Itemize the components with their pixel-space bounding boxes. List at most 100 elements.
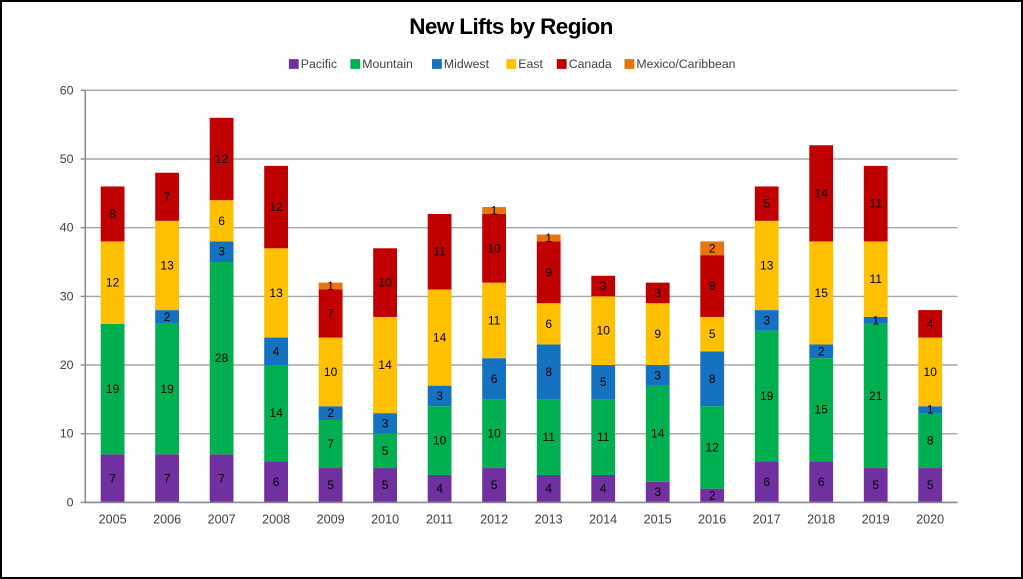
svg-text:13: 13 <box>160 259 174 273</box>
svg-text:10: 10 <box>924 365 938 379</box>
svg-text:2017: 2017 <box>753 513 781 527</box>
svg-text:Midwest: Midwest <box>444 57 490 71</box>
svg-text:15: 15 <box>815 286 829 300</box>
svg-text:2014: 2014 <box>589 513 617 527</box>
svg-text:5: 5 <box>491 478 498 492</box>
svg-text:5: 5 <box>872 478 879 492</box>
svg-text:1: 1 <box>872 313 879 327</box>
svg-text:7: 7 <box>327 437 334 451</box>
svg-text:19: 19 <box>160 382 174 396</box>
svg-text:14: 14 <box>651 427 665 441</box>
svg-text:2019: 2019 <box>862 513 890 527</box>
svg-text:2012: 2012 <box>480 513 508 527</box>
svg-text:1: 1 <box>927 403 934 417</box>
svg-text:21: 21 <box>869 389 883 403</box>
svg-text:12: 12 <box>706 441 720 455</box>
svg-text:2005: 2005 <box>99 513 127 527</box>
svg-text:7: 7 <box>164 471 171 485</box>
svg-text:5: 5 <box>763 197 770 211</box>
svg-text:10: 10 <box>378 276 392 290</box>
svg-text:5: 5 <box>927 478 934 492</box>
svg-text:2: 2 <box>818 344 825 358</box>
svg-text:14: 14 <box>269 406 283 420</box>
svg-text:6: 6 <box>273 475 280 489</box>
svg-text:7: 7 <box>164 190 171 204</box>
svg-text:2018: 2018 <box>807 513 835 527</box>
svg-text:7: 7 <box>109 471 116 485</box>
svg-text:11: 11 <box>488 313 501 327</box>
svg-text:5: 5 <box>382 478 389 492</box>
svg-text:10: 10 <box>597 324 611 338</box>
svg-text:Mountain: Mountain <box>362 57 413 71</box>
svg-text:14: 14 <box>433 331 447 345</box>
svg-text:2009: 2009 <box>317 513 345 527</box>
svg-text:3: 3 <box>654 485 661 499</box>
svg-text:5: 5 <box>709 327 716 341</box>
svg-text:3: 3 <box>763 313 770 327</box>
svg-text:3: 3 <box>218 245 225 259</box>
svg-text:9: 9 <box>709 279 716 293</box>
svg-text:8: 8 <box>545 365 552 379</box>
svg-text:12: 12 <box>269 200 283 214</box>
svg-text:3: 3 <box>600 279 607 293</box>
svg-text:30: 30 <box>60 289 74 303</box>
svg-text:2020: 2020 <box>916 513 944 527</box>
svg-text:11: 11 <box>433 245 446 259</box>
svg-text:2008: 2008 <box>262 513 290 527</box>
svg-text:7: 7 <box>327 307 334 321</box>
svg-text:5: 5 <box>600 375 607 389</box>
svg-text:14: 14 <box>378 358 392 372</box>
svg-text:60: 60 <box>60 83 74 97</box>
svg-text:4: 4 <box>273 344 280 358</box>
svg-text:10: 10 <box>324 365 338 379</box>
svg-text:11: 11 <box>869 272 882 286</box>
svg-text:19: 19 <box>106 382 120 396</box>
svg-text:28: 28 <box>215 351 229 365</box>
svg-text:Mexico/Caribbean: Mexico/Caribbean <box>636 57 735 71</box>
svg-text:2011: 2011 <box>426 513 453 527</box>
svg-text:20: 20 <box>60 358 74 372</box>
svg-text:Canada: Canada <box>569 57 612 71</box>
svg-text:2015: 2015 <box>644 513 672 527</box>
svg-text:6: 6 <box>545 317 552 331</box>
svg-text:2: 2 <box>327 406 334 420</box>
svg-text:2007: 2007 <box>208 513 236 527</box>
svg-text:0: 0 <box>67 495 74 509</box>
svg-text:4: 4 <box>545 482 552 496</box>
svg-text:4: 4 <box>600 482 607 496</box>
svg-text:Pacific: Pacific <box>301 57 337 71</box>
svg-text:East: East <box>518 57 543 71</box>
svg-text:10: 10 <box>487 241 501 255</box>
svg-text:12: 12 <box>106 276 120 290</box>
svg-text:6: 6 <box>218 214 225 228</box>
svg-text:5: 5 <box>327 478 334 492</box>
svg-text:11: 11 <box>542 430 555 444</box>
svg-text:1: 1 <box>327 279 334 293</box>
svg-text:40: 40 <box>60 221 74 235</box>
svg-text:11: 11 <box>869 197 882 211</box>
svg-text:3: 3 <box>436 389 443 403</box>
svg-text:9: 9 <box>545 265 552 279</box>
svg-text:8: 8 <box>709 372 716 386</box>
svg-text:13: 13 <box>760 259 774 273</box>
svg-text:3: 3 <box>382 416 389 430</box>
svg-text:2006: 2006 <box>153 513 181 527</box>
svg-text:2010: 2010 <box>371 513 399 527</box>
svg-text:10: 10 <box>433 434 447 448</box>
svg-text:8: 8 <box>927 434 934 448</box>
svg-text:2013: 2013 <box>535 513 563 527</box>
svg-text:3: 3 <box>654 368 661 382</box>
svg-text:12: 12 <box>215 152 229 166</box>
svg-text:15: 15 <box>815 403 829 417</box>
svg-text:2: 2 <box>709 489 716 503</box>
svg-text:13: 13 <box>269 286 283 300</box>
svg-text:50: 50 <box>60 152 74 166</box>
svg-text:3: 3 <box>654 286 661 300</box>
svg-text:2: 2 <box>709 241 716 255</box>
svg-text:9: 9 <box>654 327 661 341</box>
svg-text:10: 10 <box>60 427 74 441</box>
svg-text:2: 2 <box>164 310 171 324</box>
svg-text:19: 19 <box>760 389 774 403</box>
svg-text:6: 6 <box>491 372 498 386</box>
svg-text:1: 1 <box>545 231 552 245</box>
